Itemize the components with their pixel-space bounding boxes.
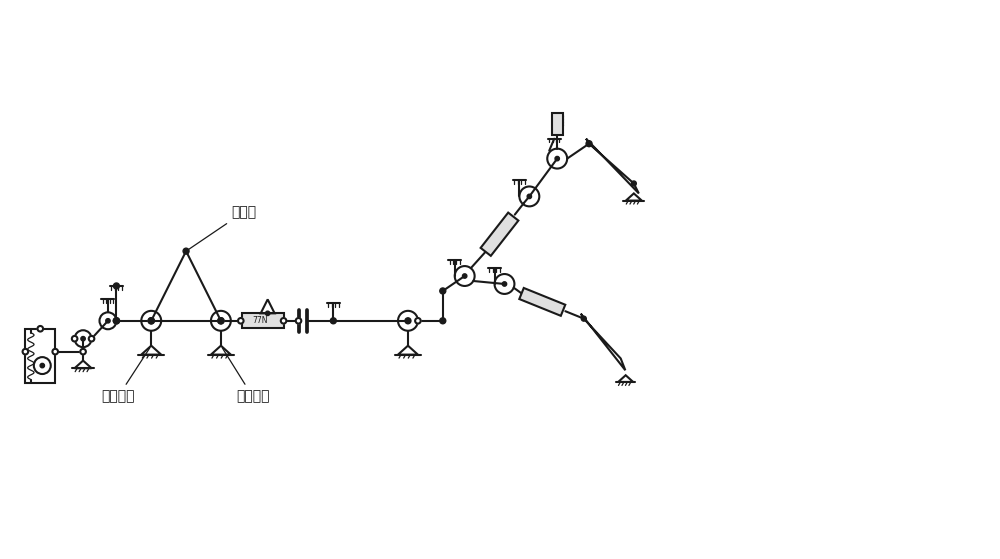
Circle shape: [462, 274, 467, 278]
Circle shape: [527, 194, 532, 198]
Circle shape: [502, 282, 507, 286]
Circle shape: [106, 319, 110, 323]
Circle shape: [218, 318, 224, 324]
Circle shape: [148, 318, 154, 324]
Circle shape: [586, 141, 592, 146]
Circle shape: [40, 363, 44, 368]
Circle shape: [238, 318, 244, 324]
Circle shape: [23, 349, 28, 354]
Bar: [25, 329, 55, 383]
Circle shape: [330, 318, 336, 324]
Circle shape: [415, 318, 421, 324]
Circle shape: [265, 311, 270, 315]
Text: 转轴支点: 转轴支点: [101, 348, 150, 404]
Circle shape: [296, 318, 301, 324]
Text: 转轴支点: 转轴支点: [222, 348, 269, 404]
Circle shape: [113, 283, 119, 289]
Circle shape: [149, 319, 153, 323]
Circle shape: [440, 318, 446, 324]
Circle shape: [38, 326, 43, 331]
Circle shape: [52, 349, 58, 354]
Circle shape: [631, 181, 636, 186]
Circle shape: [81, 337, 85, 341]
Circle shape: [581, 316, 586, 321]
Polygon shape: [242, 314, 284, 328]
Circle shape: [218, 318, 224, 324]
Circle shape: [183, 248, 189, 254]
Circle shape: [219, 319, 223, 323]
Text: 安装点: 安装点: [188, 205, 256, 249]
Circle shape: [80, 349, 86, 354]
Circle shape: [114, 318, 119, 324]
Polygon shape: [481, 212, 518, 256]
Circle shape: [405, 318, 411, 324]
Text: 77N: 77N: [252, 316, 267, 325]
Polygon shape: [552, 113, 563, 135]
Circle shape: [555, 157, 559, 161]
Polygon shape: [519, 288, 565, 316]
Circle shape: [440, 288, 446, 294]
Circle shape: [148, 318, 154, 324]
Circle shape: [281, 318, 286, 324]
Circle shape: [113, 318, 119, 324]
Circle shape: [72, 336, 77, 342]
Circle shape: [89, 336, 94, 342]
Circle shape: [406, 319, 410, 323]
